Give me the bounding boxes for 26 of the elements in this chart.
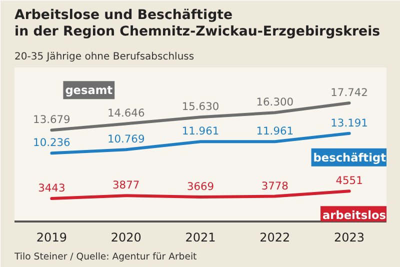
- text: gesamt: [65, 83, 114, 98]
- data-label: 13.679: [33, 113, 71, 126]
- series-label: beschäftigt: [313, 150, 387, 164]
- x-tick-label: 2020: [110, 230, 142, 244]
- x-tick-label: 2019: [36, 230, 67, 244]
- data-label: 15.630: [182, 100, 220, 114]
- data-label: 11.961: [182, 124, 220, 138]
- series-label: arbeitslos: [322, 208, 386, 222]
- data-label: 11.961: [256, 124, 294, 138]
- data-label: 14.646: [107, 106, 145, 120]
- data-label: 3877: [112, 178, 140, 192]
- data-label: 17.742: [330, 86, 368, 100]
- data-label: 4551: [336, 174, 363, 188]
- x-tick-label: 2021: [185, 230, 216, 244]
- data-label: 3443: [38, 182, 66, 195]
- x-tick-label: 2022: [260, 230, 290, 244]
- data-label: 3778: [261, 179, 289, 192]
- chart-title: Arbeitslose und Beschäftigte in der Region Chemnitz-Zwickau-Erzgebirgskreis: [14, 8, 380, 40]
- data-label: 3669: [186, 180, 214, 193]
- data-label: 13.191: [330, 116, 368, 130]
- data-label: 10.236: [33, 136, 71, 150]
- text: Tilo Steiner / Quelle: Agentur für Arbeit: [14, 252, 198, 262]
- data-label: 10.769: [107, 132, 145, 146]
- data-label: 16.300: [256, 96, 294, 109]
- x-tick-label: 2023: [334, 230, 365, 244]
- chart-subtitle: 20-35 Jährige ohne Berufsabschluss: [14, 52, 194, 62]
